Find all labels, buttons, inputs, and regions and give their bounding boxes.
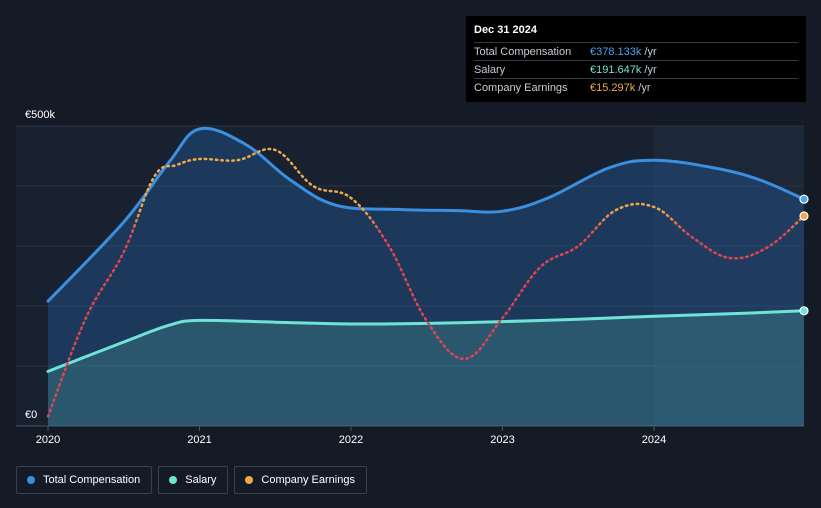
salary-area bbox=[48, 310, 804, 426]
tooltip-unit: /yr bbox=[644, 63, 657, 76]
tooltip-row-total-compensation: Total Compensation €378.133k /yr bbox=[474, 42, 798, 60]
tooltip-row-company-earnings: Company Earnings €15.297k /yr bbox=[474, 78, 798, 96]
tooltip-date: Dec 31 2024 bbox=[474, 24, 537, 36]
salary-line bbox=[46, 309, 806, 373]
tooltip-value: €378.133k bbox=[590, 45, 642, 58]
salary-end-marker bbox=[799, 306, 809, 316]
tooltip-row-salary: Salary €191.647k /yr bbox=[474, 60, 798, 78]
x-tick-label: 2020 bbox=[36, 434, 60, 446]
tooltip-label: Total Compensation bbox=[474, 45, 572, 58]
legend-item-total-compensation[interactable]: Total Compensation bbox=[16, 466, 153, 494]
company-earnings-line bbox=[46, 147, 806, 418]
chart-legend: Total Compensation Salary Company Earnin… bbox=[16, 466, 367, 494]
chart-background bbox=[16, 126, 804, 426]
x-tick-label: 2024 bbox=[642, 434, 666, 446]
series-areas bbox=[48, 128, 804, 427]
legend-dot-icon bbox=[169, 476, 178, 484]
legend-label: Company Earnings bbox=[261, 474, 355, 486]
tooltip-value: €191.647k bbox=[590, 63, 642, 76]
y-axis: €500k €0 bbox=[25, 109, 55, 421]
end-markers bbox=[799, 194, 809, 316]
recent-period-band bbox=[654, 126, 804, 426]
company-earnings-end-marker bbox=[799, 211, 809, 221]
y-tick-label-top: €500k bbox=[25, 109, 55, 121]
x-axis: 2020 2021 2022 2023 2024 bbox=[36, 426, 666, 446]
y-tick-label-bottom: €0 bbox=[25, 409, 37, 421]
total-compensation-line bbox=[46, 126, 806, 303]
tooltip-label: Salary bbox=[474, 63, 506, 76]
x-tick-label: 2023 bbox=[490, 434, 514, 446]
hover-tooltip: Dec 31 2024 Total Compensation €378.133k… bbox=[466, 16, 806, 102]
x-tick-label: 2022 bbox=[339, 434, 363, 446]
x-tick-label: 2021 bbox=[187, 434, 211, 446]
legend-dot-icon bbox=[245, 476, 254, 484]
tooltip-value: €15.297k bbox=[590, 81, 636, 94]
series-lines bbox=[46, 126, 806, 418]
gridlines bbox=[16, 125, 804, 427]
tooltip-label: Company Earnings bbox=[474, 81, 568, 94]
legend-label: Total Compensation bbox=[43, 474, 141, 486]
tooltip-unit: /yr bbox=[644, 45, 657, 58]
legend-label: Salary bbox=[185, 474, 217, 486]
total-compensation-end-marker bbox=[799, 194, 809, 204]
tooltip-unit: /yr bbox=[638, 81, 651, 94]
total-compensation-area bbox=[48, 128, 804, 427]
legend-dot-icon bbox=[27, 476, 35, 484]
legend-item-company-earnings[interactable]: Company Earnings bbox=[234, 466, 367, 494]
legend-item-salary[interactable]: Salary bbox=[158, 466, 229, 494]
